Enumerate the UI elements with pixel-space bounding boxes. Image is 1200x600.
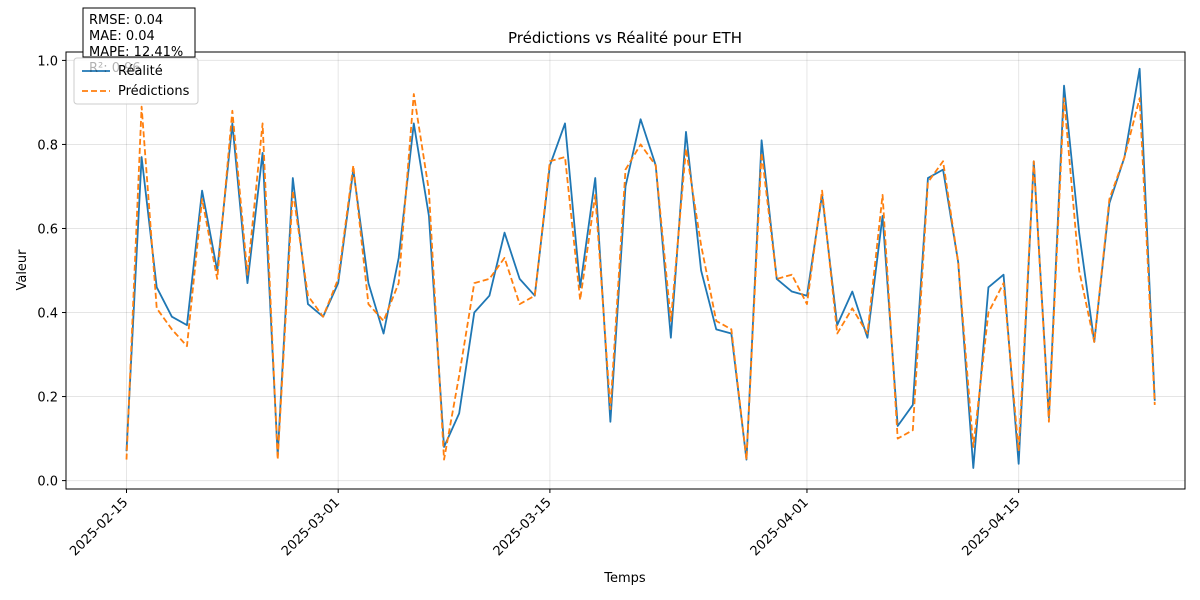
y-tick-label: 0.4 (37, 307, 58, 322)
y-axis-label: Valeur (15, 249, 30, 291)
legend-frame (73, 57, 199, 105)
legend: Réalité Prédictions (73, 57, 199, 105)
metric-r2: R²: 0.96 (89, 61, 141, 76)
metrics-box: RMSE: 0.04 MAE: 0.04 MAPE: 12.41% R²: 0.… (82, 7, 196, 76)
series-group (125, 67, 1156, 469)
legend-label-predictions: Prédictions (118, 84, 190, 99)
y-tick-label: 0.0 (37, 475, 58, 490)
metric-rmse: RMSE: 0.04 (89, 13, 163, 28)
y-axis: 0.0 0.2 0.4 0.6 0.8 1.0 (37, 54, 66, 490)
chart-title: Prédictions vs Réalité pour ETH (508, 29, 742, 47)
metric-mape: MAPE: 12.41% (89, 45, 183, 60)
legend-label-realite: Réalité (118, 64, 163, 79)
metrics-frame (82, 7, 196, 58)
plot-frame (65, 51, 1186, 490)
y-tick-label: 0.6 (37, 222, 58, 237)
y-tick-label: 1.0 (37, 54, 58, 69)
metric-mae: MAE: 0.04 (89, 29, 155, 44)
x-axis-label: Temps (603, 571, 646, 586)
series-line-predictions (125, 93, 1156, 461)
y-tick-label: 0.8 (37, 138, 58, 153)
grid (66, 52, 1185, 489)
y-tick-label: 0.2 (37, 391, 58, 406)
